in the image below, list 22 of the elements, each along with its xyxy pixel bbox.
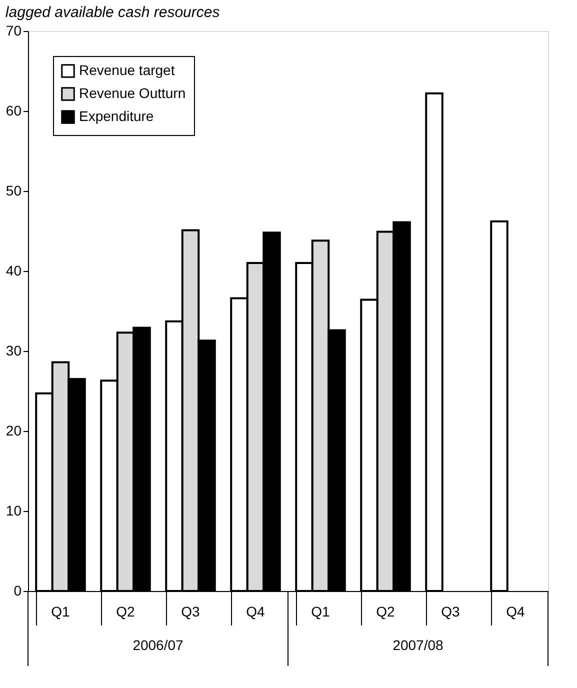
text: 2006/07 <box>132 637 184 653</box>
y-tick-label: 20 <box>6 422 22 438</box>
x-tick-label: Q1 <box>311 604 330 620</box>
chart-title: lagged available cash resources <box>5 4 220 21</box>
y-tick-label: 50 <box>6 182 22 198</box>
y-tick-label: 30 <box>6 342 22 358</box>
y-tick-label: 10 <box>6 502 22 518</box>
x-tick-label: Q4 <box>506 604 526 620</box>
y-tick-label: 70 <box>6 22 22 38</box>
y-tick-label: 40 <box>6 262 22 278</box>
text: 2007/08 <box>392 637 444 653</box>
legend-label: Revenue target <box>79 62 175 78</box>
y-tick-label: 60 <box>6 102 22 118</box>
y-tick-label: 0 <box>14 582 22 598</box>
legend-label: Expenditure <box>79 108 154 124</box>
x-tick-label: Q3 <box>181 604 200 620</box>
legend-label: Revenue Outturn <box>79 85 186 101</box>
x-tick-label: Q4 <box>246 604 266 620</box>
x-tick-label: Q3 <box>441 604 460 620</box>
x-tick-label: Q2 <box>376 604 396 620</box>
x-tick-label: Q2 <box>116 604 136 620</box>
x-tick-label: Q1 <box>51 604 70 620</box>
